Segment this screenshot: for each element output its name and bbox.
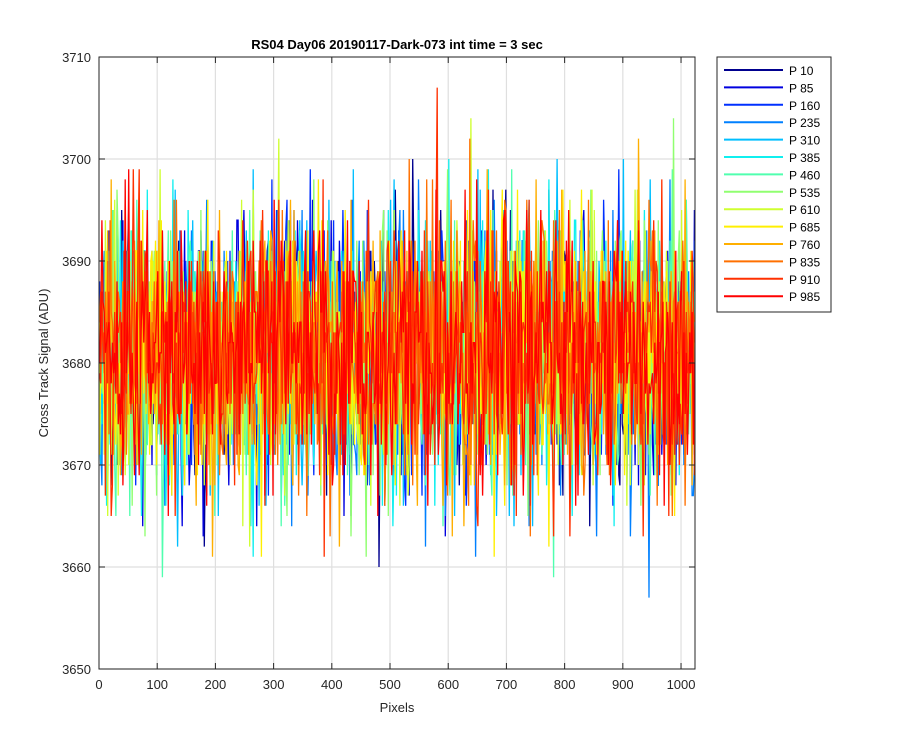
y-tick-label: 3660 [62,560,91,575]
legend-label: P 310 [789,134,820,148]
y-tick-label: 3690 [62,254,91,269]
series-line [98,169,696,517]
x-tick-label: 0 [95,677,102,692]
legend-label: P 910 [789,273,820,287]
y-tick-label: 3650 [62,662,91,677]
legend-box [716,56,832,313]
legend-label: P 760 [789,238,820,252]
x-ticks: 0 100 200 300 400 500 600 700 800 900 1000 [95,57,695,692]
x-tick-label: 200 [205,677,227,692]
legend-label: P 835 [789,255,820,269]
legend-label: P 385 [789,151,820,165]
x-tick-label: 400 [321,677,343,692]
series-line [98,87,696,557]
legend-label: P 535 [789,186,820,200]
x-tick-label: 800 [554,677,576,692]
y-tick-label: 3700 [62,152,91,167]
legend-label: P 985 [789,290,820,304]
y-axis-label: Cross Track Signal (ADU) [36,289,51,438]
y-ticks: 3650 3660 3670 3680 3690 3700 3710 [62,50,695,677]
y-tick-label: 3670 [62,458,91,473]
x-tick-label: 600 [437,677,459,692]
plot-lines [98,87,696,598]
chart-title: RS04 Day06 20190117-Dark-073 int time = … [251,37,543,52]
x-tick-label: 500 [379,677,401,692]
x-tick-label: 900 [612,677,634,692]
legend-label: P 10 [789,64,814,78]
x-tick-label: 700 [496,677,518,692]
x-tick-label: 100 [146,677,168,692]
legend-label: P 685 [789,221,820,235]
legend-label: P 160 [789,99,820,113]
y-tick-label: 3680 [62,356,91,371]
y-tick-label: 3710 [62,50,91,65]
legend-label: P 460 [789,168,820,182]
legend-label: P 610 [789,203,820,217]
legend-label: P 235 [789,116,820,130]
x-axis-label: Pixels [380,700,415,715]
legend: P 10 P 85 P 160 P 235 P 310 P 385 P 460 P 535 P … [716,56,832,313]
x-tick-label: 300 [263,677,285,692]
legend-label: P 85 [789,81,814,95]
x-tick-label: 1000 [667,677,696,692]
